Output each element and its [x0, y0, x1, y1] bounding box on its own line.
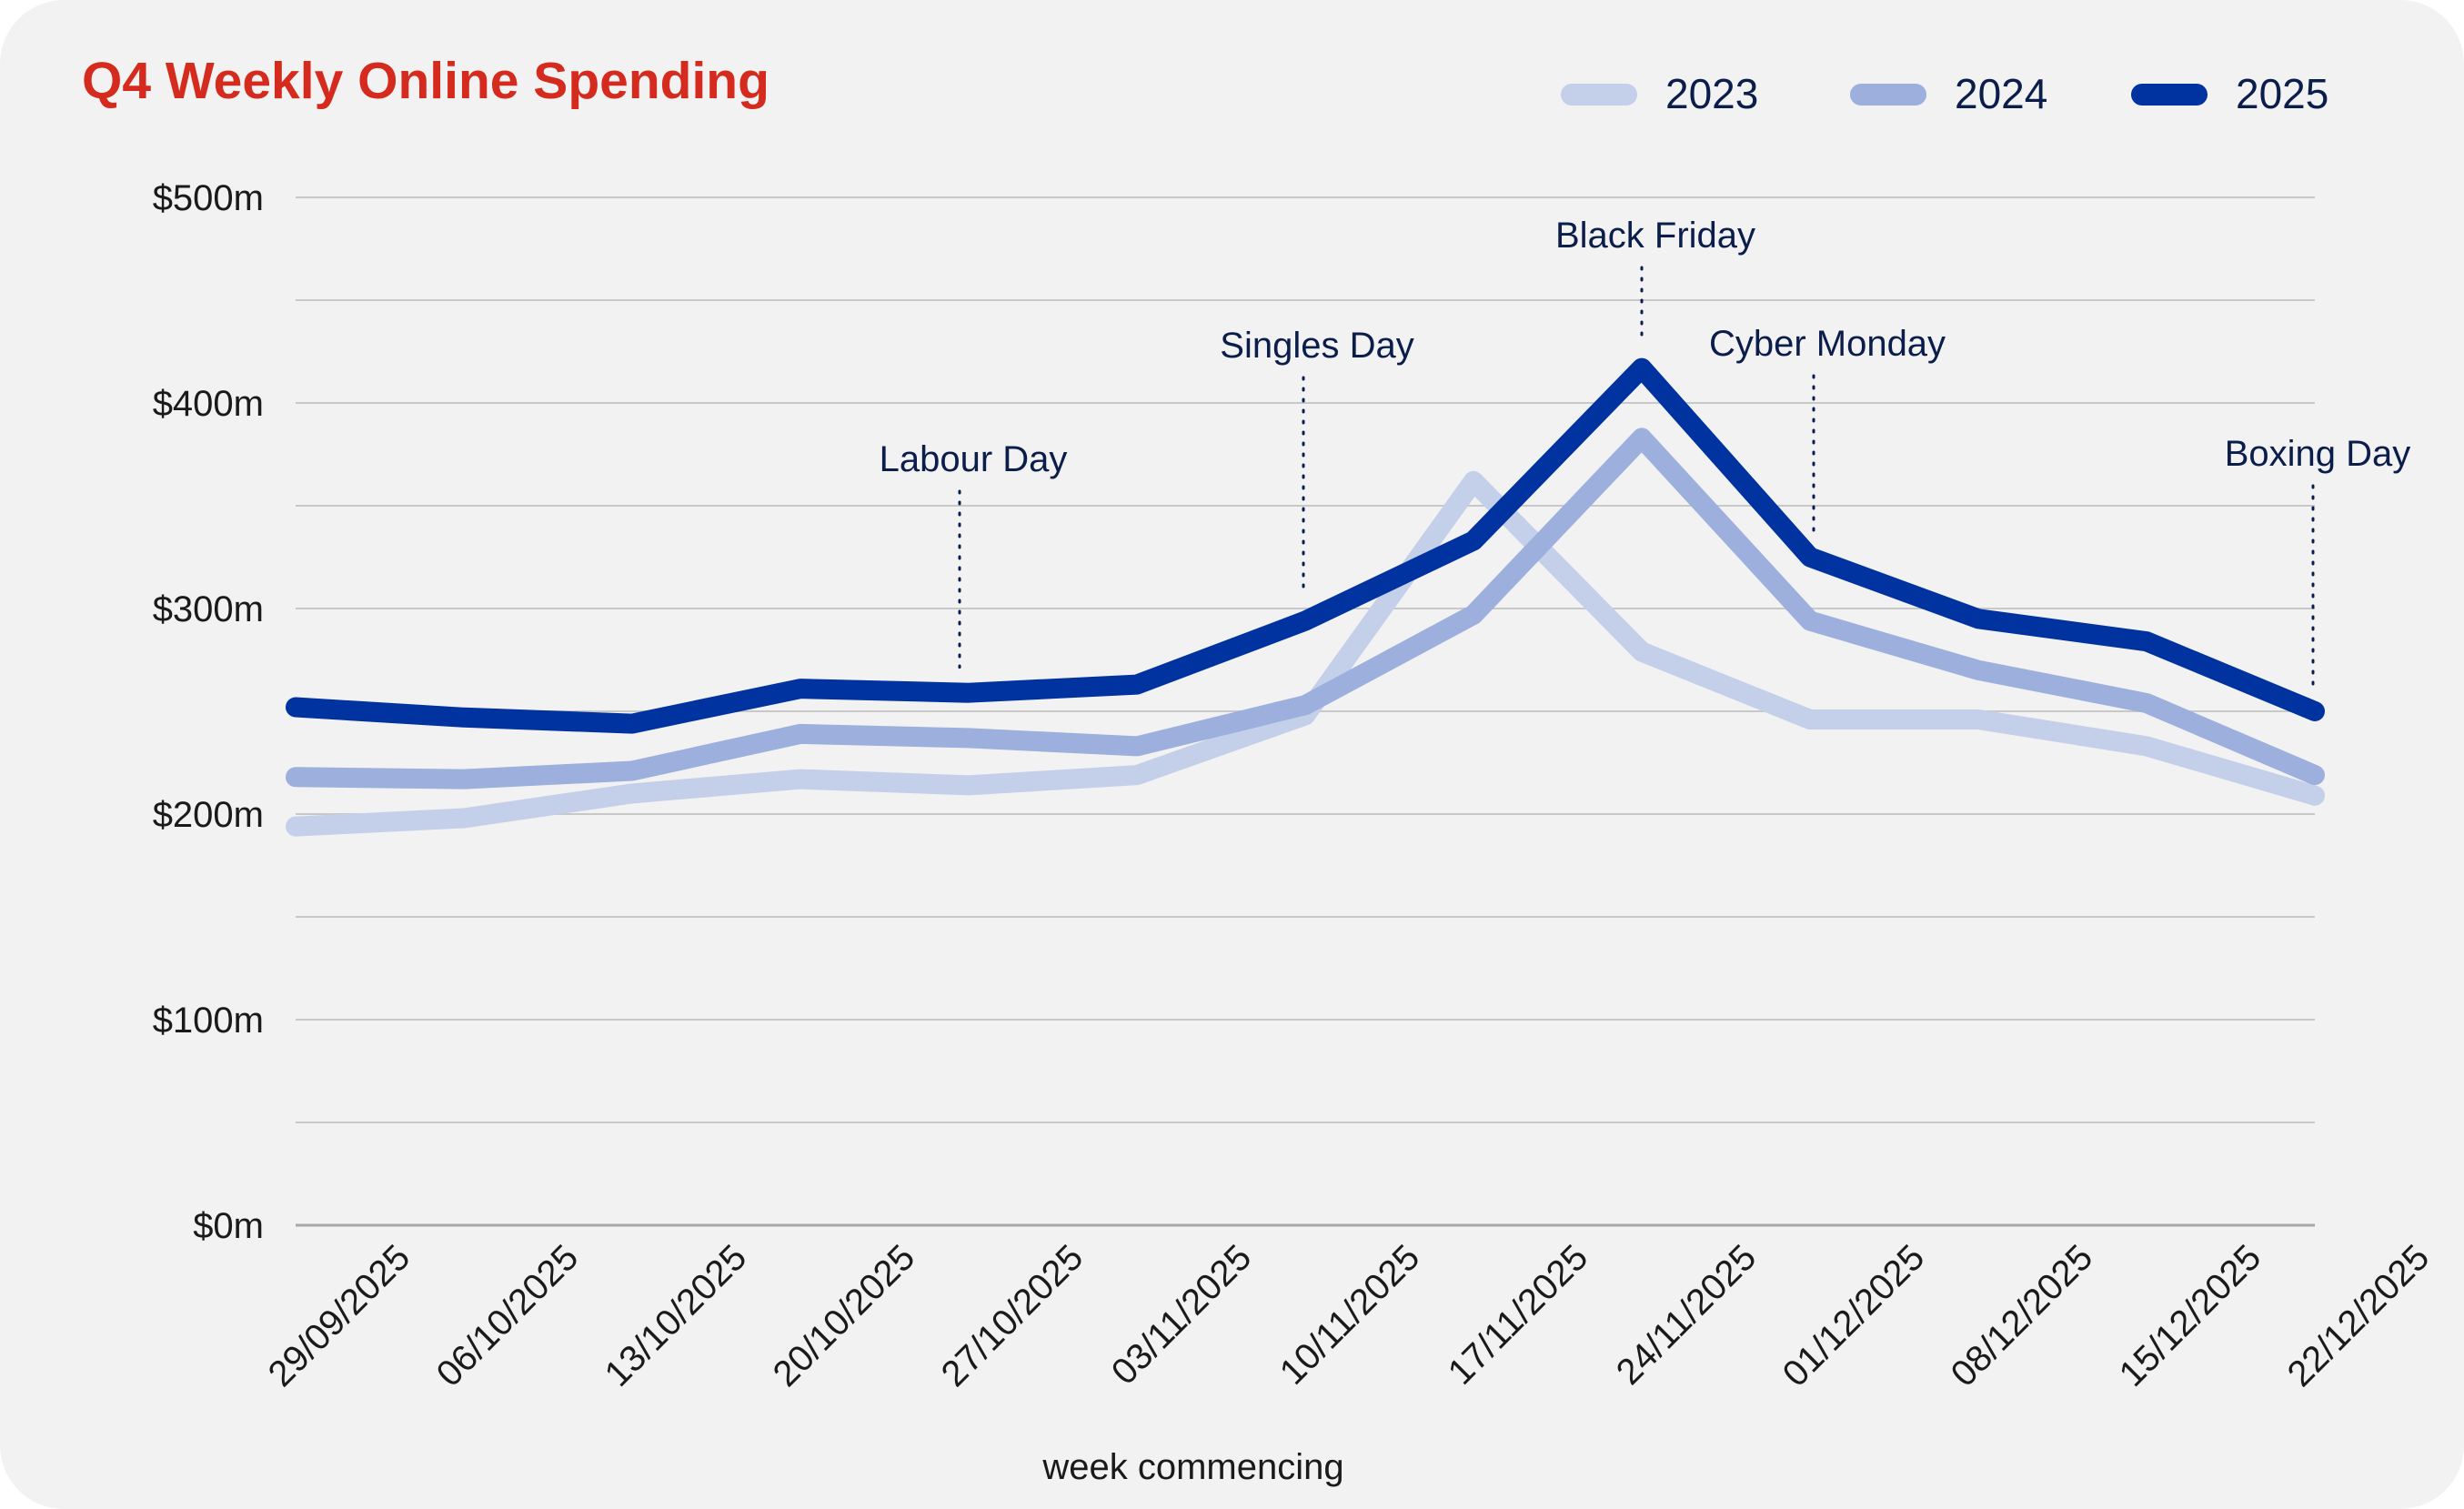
y-tick-label: $300m — [153, 589, 264, 629]
y-tick-label: $100m — [153, 1001, 264, 1041]
x-tick-label: 29/09/2025 — [261, 1237, 418, 1394]
annotation-label: Cyber Monday — [1709, 324, 1946, 364]
annotation-label: Labour Day — [880, 439, 1068, 479]
x-tick-label: 01/12/2025 — [1775, 1237, 1933, 1394]
annotation-label: Black Friday — [1555, 216, 1755, 256]
series-line-2024 — [286, 428, 2325, 790]
x-tick-label: 03/11/2025 — [1104, 1237, 1260, 1393]
annotations: Labour Day Singles Day Black Friday Cyber M… — [880, 216, 2411, 688]
y-tick-label: $400m — [153, 384, 264, 424]
x-axis-title: week commencing — [1041, 1447, 1343, 1487]
x-tick-label: 22/12/2025 — [2280, 1237, 2438, 1394]
y-tick-label: $200m — [153, 795, 264, 835]
legend-label: 2023 — [1665, 70, 1758, 117]
x-tick-label: 17/11/2025 — [1441, 1237, 1596, 1393]
y-tick-label: $500m — [153, 178, 264, 218]
legend-label: 2024 — [1955, 70, 2047, 117]
x-axis: 29/09/2025 06/10/2025 13/10/2025 20/10/2025… — [261, 1237, 2438, 1394]
legend-label: 2025 — [2236, 70, 2328, 117]
annotation-label: Singles Day — [1220, 326, 1413, 366]
chart-title: Q4 Weekly Online Spending — [82, 52, 769, 110]
x-tick-label: 06/10/2025 — [429, 1237, 587, 1394]
x-tick-label: 24/11/2025 — [1609, 1237, 1765, 1393]
x-tick-label: 10/11/2025 — [1272, 1237, 1428, 1393]
y-axis: $0m $100m $200m $300m $400m $500m — [153, 178, 264, 1246]
x-tick-label: 08/12/2025 — [1944, 1237, 2101, 1394]
annotation-label: Boxing Day — [2225, 434, 2411, 474]
x-tick-label: 20/10/2025 — [766, 1237, 923, 1394]
legend: 2023 2024 2025 — [1561, 70, 2328, 117]
y-tick-label: $0m — [193, 1206, 264, 1246]
x-tick-label: 27/10/2025 — [934, 1237, 1091, 1394]
x-tick-label: 15/12/2025 — [2112, 1237, 2269, 1394]
series-lines — [286, 357, 2325, 837]
series-line-2025 — [286, 357, 2325, 734]
x-tick-label: 13/10/2025 — [598, 1237, 755, 1394]
